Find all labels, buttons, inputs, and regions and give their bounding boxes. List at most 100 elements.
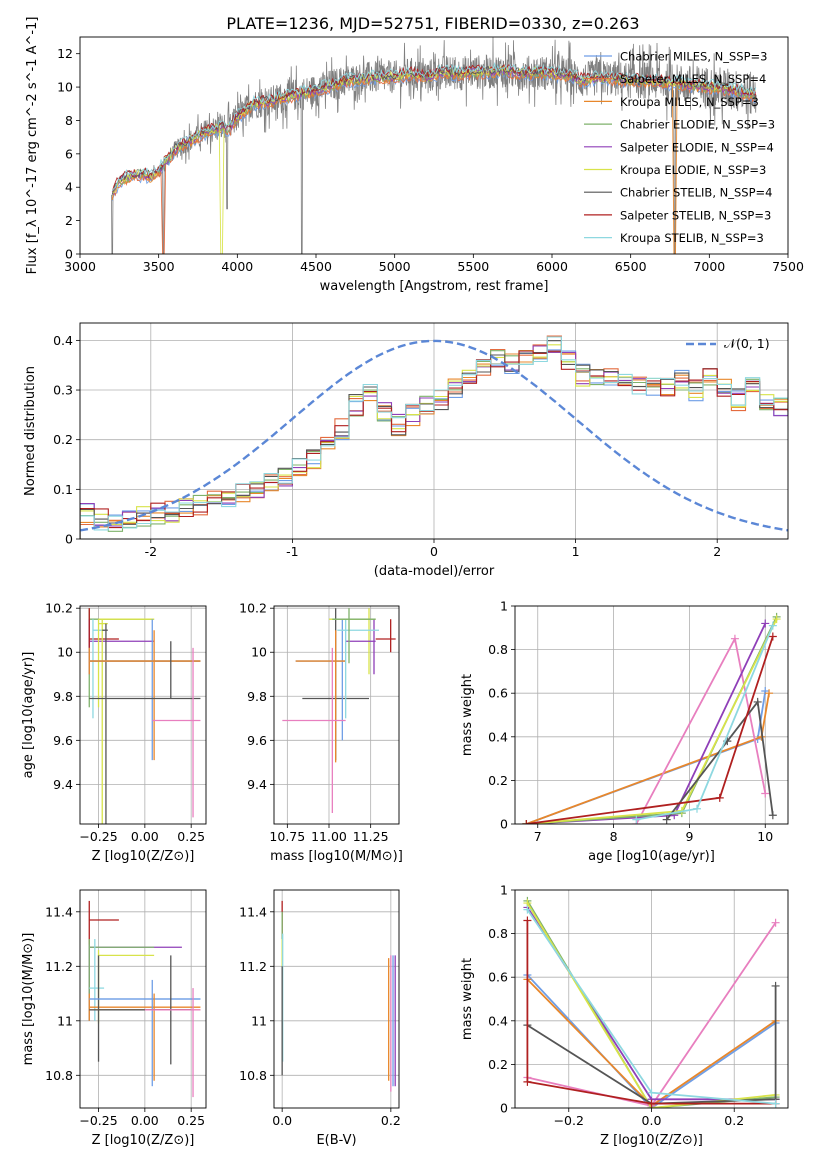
y-tick-label: 0	[500, 817, 508, 832]
model-spectrum-line	[111, 61, 757, 192]
legend-label: Salpeter MILES, N_SSP=4	[620, 72, 766, 86]
x-tick-label: 0.25	[177, 1113, 205, 1128]
y-axis-label: Normed distribution	[23, 366, 38, 496]
plus-marker	[768, 632, 777, 641]
plus-marker	[730, 634, 739, 643]
y-tick-label: 1	[500, 883, 508, 898]
series-line	[526, 985, 777, 1105]
y-tick-label: 9.6	[247, 733, 267, 748]
x-axis-label: (data-model)/error	[374, 564, 495, 579]
y-tick-label: 0.2	[53, 432, 73, 447]
plus-marker	[771, 981, 780, 990]
axes-frame	[79, 889, 207, 1109]
legend-label: Chabrier STELIB, N_SSP=4	[620, 186, 772, 200]
y-tick-label: 0.1	[53, 482, 73, 497]
y-tick-label: 10	[57, 80, 73, 95]
plus-marker	[753, 697, 762, 706]
gaussian-curve	[80, 339, 788, 532]
massweight_vs_age-panel: 7 8 9 10 0 0.2 0.4 0.6 0.8 1 age [log10(age/yr)] ma…	[460, 599, 789, 864]
plus-marker	[772, 615, 781, 624]
age_vs_Z-panel: −0.25 0.00 0.25 9.4 9.6 9.8 10 10.2 Z [log10(Z/Z…	[21, 601, 207, 864]
plus-marker	[523, 916, 532, 925]
y-axis-label: Flux [f_λ 10^-17 erg cm^-2 s^-1 A^-1]	[25, 17, 40, 275]
gaussian-legend-label: 𝒩(0, 1)	[724, 336, 770, 351]
spectrum-panel: 3000 3500 4000 4500 5000 5500 6000 6500 7000 7500…	[25, 17, 804, 294]
plus-marker	[765, 689, 774, 698]
y-tick-label: 0.4	[488, 729, 508, 744]
x-tick-label: 4000	[221, 259, 253, 274]
x-tick-label: 3000	[64, 259, 96, 274]
y-tick-label: 0.6	[488, 686, 508, 701]
axes-frame	[273, 605, 400, 825]
x-tick-label: −0.25	[79, 829, 117, 844]
x-tick-label: 3500	[143, 259, 175, 274]
y-tick-label: 11.2	[45, 959, 73, 974]
series-line	[526, 623, 767, 824]
x-axis-label: wavelength [Angstrom, rest frame]	[320, 279, 549, 294]
spectrum-legend: Chabrier MILES, N_SSP=3 Salpeter MILES, N…	[584, 50, 775, 245]
y-tick-label: 10.2	[239, 601, 267, 616]
series-line	[526, 616, 778, 824]
histogram-step	[80, 344, 788, 539]
y-tick-label: 0.2	[488, 773, 508, 788]
x-axis-label: Z [log10(Z/Z⊙)]	[92, 849, 195, 864]
y-tick-label: 4	[65, 180, 73, 195]
y-tick-label: 6	[65, 146, 73, 161]
legend-label: Salpeter ELODIE, N_SSP=4	[620, 140, 774, 154]
plus-marker	[632, 815, 641, 824]
series-line	[526, 974, 777, 1108]
y-axis-label: age [log10(age/yr)]	[21, 652, 36, 779]
x-tick-label: 0.00	[131, 829, 159, 844]
x-tick-label: 0.2	[724, 1113, 744, 1128]
axes-frame	[273, 889, 400, 1109]
x-tick-label: 7	[534, 829, 542, 844]
mass_vs_ebv-panel: 0.0 0.2 10.8 11 11.2 11.4 E(B-V)	[239, 889, 401, 1148]
y-tick-label: 11	[251, 1013, 267, 1028]
x-tick-label: 6500	[615, 259, 647, 274]
y-tick-label: 12	[57, 46, 73, 61]
x-tick-label: −0.2	[554, 1113, 584, 1128]
y-tick-label: 10.8	[45, 1068, 73, 1083]
histogram-step	[80, 336, 788, 539]
y-tick-label: 0	[65, 532, 73, 547]
axes-frame	[79, 322, 789, 540]
age_vs_mass-panel: 10.75 11.00 11.25 9.4 9.6 9.8 10 10.2 mass [log1…	[239, 601, 403, 864]
y-tick-label: 0	[500, 1101, 508, 1116]
x-tick-label: 5500	[457, 259, 489, 274]
x-tick-label: 10.75	[269, 829, 305, 844]
y-axis-label: mass [log10(M/M⊙)]	[21, 933, 36, 1066]
massweight_vs_Z-panel: −0.2 0.0 0.2 0 0.2 0.4 0.6 0.8 1 Z [log10(Z/Z⊙)] m…	[460, 883, 789, 1148]
plus-marker	[523, 905, 532, 914]
plus-marker	[715, 793, 724, 802]
series-line	[665, 699, 774, 821]
residuals-panel: -2 -1 0 1 2 0 0.1 0.2 0.3 0.4 (data-model)/error No…	[23, 322, 789, 579]
series-line	[636, 625, 774, 821]
x-axis-label: age [log10(age/yr)]	[588, 849, 715, 864]
plus-marker	[522, 820, 531, 824]
legend-label: Chabrier ELODIE, N_SSP=3	[620, 118, 775, 132]
x-tick-label: 0.00	[131, 1113, 159, 1128]
y-axis-label: mass weight	[460, 674, 475, 756]
x-tick-label: 0.0	[642, 1113, 662, 1128]
y-tick-label: 11.2	[239, 959, 267, 974]
y-tick-label: 11	[57, 1013, 73, 1028]
y-axis-label: mass weight	[460, 958, 475, 1040]
axes-frame	[79, 605, 207, 825]
x-tick-label: 11.00	[311, 829, 347, 844]
y-tick-label: 0.8	[488, 926, 508, 941]
axes-frame	[514, 889, 789, 1109]
plus-marker	[693, 804, 701, 813]
massweight_vs_age-plot-area	[522, 612, 781, 824]
y-tick-label: 10	[57, 645, 73, 660]
y-tick-label: 0.4	[53, 333, 73, 348]
x-tick-label: 0	[430, 544, 438, 559]
legend-label: Kroupa MILES, N_SSP=3	[620, 95, 759, 109]
x-tick-label: 9	[685, 829, 693, 844]
histogram-step	[80, 345, 788, 539]
plus-marker	[761, 789, 770, 798]
plus-marker	[647, 1088, 656, 1097]
x-tick-label: 7000	[693, 259, 725, 274]
y-tick-label: 10	[251, 645, 267, 660]
mass_vs_Z-plot-area	[88, 900, 201, 1098]
x-tick-label: 0.2	[381, 1113, 401, 1128]
